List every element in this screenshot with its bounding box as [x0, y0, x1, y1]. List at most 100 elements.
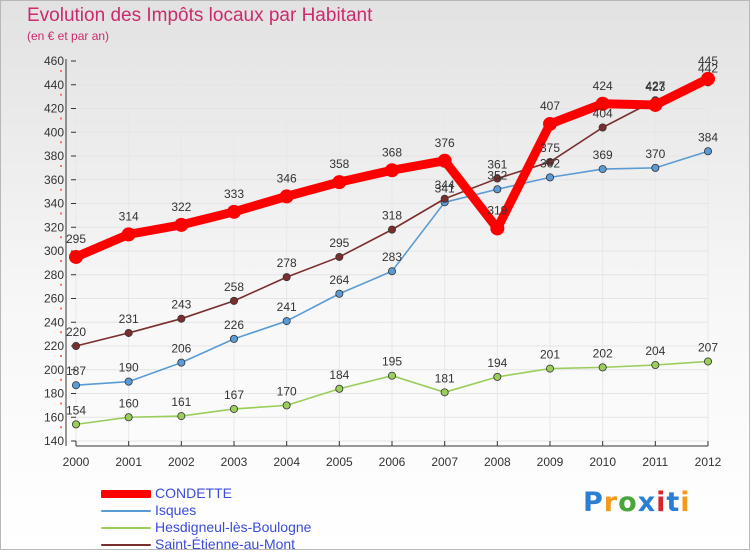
data-label-condette: 346: [277, 171, 297, 185]
data-label-isques: 206: [171, 342, 191, 356]
x-tick-label: 2009: [537, 455, 564, 469]
data-label-isques: 190: [119, 361, 139, 375]
data-label-saint-tienne-au-mont: 318: [382, 209, 402, 223]
data-label-hesdigneul-l-s-boulogne: 204: [645, 344, 665, 358]
data-point-saint-tienne-au-mont: [598, 123, 607, 132]
data-point-saint-tienne-au-mont: [177, 314, 186, 323]
series-lines: [69, 71, 715, 429]
data-point-saint-tienne-au-mont: [440, 194, 449, 203]
data-point-isques: [124, 377, 133, 386]
data-point-isques: [335, 289, 344, 298]
data-label-condette: 376: [435, 136, 455, 150]
data-label-isques: 384: [698, 130, 718, 144]
data-label-saint-tienne-au-mont: 442: [698, 61, 718, 75]
data-point-condette: [69, 249, 83, 264]
data-point-hesdigneul-l-s-boulogne: [598, 363, 607, 372]
data-point-isques: [72, 381, 81, 390]
data-label-hesdigneul-l-s-boulogne: 201: [540, 348, 560, 362]
logo-letter: t: [666, 487, 681, 518]
legend-swatch: [101, 490, 151, 498]
data-label-hesdigneul-l-s-boulogne: 154: [66, 403, 86, 417]
data-point-condette: [437, 153, 452, 168]
data-label-saint-tienne-au-mont: 258: [224, 280, 244, 294]
legend-label: Saint-Étienne-au-Mont: [155, 536, 296, 552]
data-label-condette: 424: [593, 79, 613, 93]
y-tick-label: 300: [44, 244, 64, 258]
data-point-saint-tienne-au-mont: [493, 174, 502, 183]
data-label-condette: 295: [66, 232, 86, 246]
data-label-hesdigneul-l-s-boulogne: 181: [435, 371, 455, 385]
data-label-hesdigneul-l-s-boulogne: 160: [119, 396, 139, 410]
data-point-condette: [490, 221, 505, 236]
legend-item-hesdigneul-l-s-boulogne: Hesdigneul-lès-Boulogne: [101, 519, 311, 536]
data-point-hesdigneul-l-s-boulogne: [335, 384, 344, 393]
data-label-hesdigneul-l-s-boulogne: 170: [277, 384, 297, 398]
data-point-condette: [279, 189, 294, 204]
proxiti-logo: Proxiti: [583, 487, 691, 518]
data-point-condette: [648, 97, 663, 112]
data-point-saint-tienne-au-mont: [546, 157, 555, 166]
data-point-hesdigneul-l-s-boulogne: [651, 360, 660, 369]
logo-letter: x: [637, 487, 657, 518]
y-tick-label: 400: [44, 125, 64, 139]
y-tick-label: 440: [44, 78, 64, 92]
data-label-saint-tienne-au-mont: 404: [593, 107, 613, 121]
data-label-condette: 333: [224, 187, 244, 201]
logo-letter: P: [583, 487, 604, 518]
y-tick-label: 220: [44, 339, 64, 353]
legend: CONDETTE Isques Hesdigneul-lès-Boulogne Sai…: [101, 485, 311, 553]
data-point-isques: [598, 165, 607, 174]
data-point-hesdigneul-l-s-boulogne: [282, 401, 291, 410]
axes: 1401601802002202402602803003203403603804…: [44, 54, 722, 469]
data-label-hesdigneul-l-s-boulogne: 161: [171, 395, 191, 409]
x-tick-label: 2011: [642, 455, 668, 469]
legend-item-saint-tienne-au-mont: Saint-Étienne-au-Mont: [101, 536, 311, 553]
data-point-hesdigneul-l-s-boulogne: [704, 357, 713, 366]
y-tick-label: 420: [44, 102, 64, 116]
data-point-isques: [493, 185, 502, 194]
data-label-isques: 352: [487, 168, 507, 182]
data-label-hesdigneul-l-s-boulogne: 194: [487, 356, 507, 370]
data-label-hesdigneul-l-s-boulogne: 184: [329, 368, 349, 382]
data-point-isques: [282, 317, 291, 326]
x-tick-label: 2005: [326, 455, 353, 469]
data-point-saint-tienne-au-mont: [72, 341, 81, 350]
data-label-condette: 368: [382, 145, 402, 159]
data-point-saint-tienne-au-mont: [124, 328, 133, 337]
data-point-isques: [546, 173, 555, 182]
data-label-isques: 264: [329, 273, 349, 287]
data-label-saint-tienne-au-mont: 295: [329, 236, 349, 250]
data-label-isques: 226: [224, 318, 244, 332]
data-label-isques: 241: [277, 300, 297, 314]
x-tick-label: 2001: [115, 455, 142, 469]
data-point-condette: [121, 227, 136, 242]
data-point-hesdigneul-l-s-boulogne: [72, 420, 81, 429]
data-point-isques: [387, 267, 396, 276]
data-point-condette: [595, 96, 610, 111]
x-tick-label: 2010: [589, 455, 616, 469]
x-tick-label: 2007: [431, 455, 458, 469]
data-point-isques: [704, 147, 713, 156]
legend-swatch: [101, 527, 151, 529]
y-tick-label: 460: [44, 54, 64, 68]
x-tick-label: 2012: [695, 455, 722, 469]
legend-label: Isques: [155, 502, 197, 518]
data-label-isques: 283: [382, 250, 402, 264]
data-point-condette: [174, 217, 189, 232]
data-label-condette: 407: [540, 99, 560, 113]
data-label-condette: 445: [698, 54, 718, 68]
data-point-saint-tienne-au-mont: [282, 273, 291, 282]
data-point-hesdigneul-l-s-boulogne: [493, 372, 502, 381]
data-point-hesdigneul-l-s-boulogne: [546, 364, 555, 373]
data-label-isques: 362: [540, 156, 560, 170]
data-label-condette: 358: [329, 157, 349, 171]
data-point-saint-tienne-au-mont: [229, 296, 238, 305]
data-label-isques: 187: [66, 364, 86, 378]
data-point-hesdigneul-l-s-boulogne: [387, 371, 396, 380]
chart-subtitle: (en € et par an): [27, 29, 110, 43]
data-label-hesdigneul-l-s-boulogne: 195: [382, 355, 402, 369]
legend-item-isques: Isques: [101, 502, 311, 519]
data-label-saint-tienne-au-mont: 243: [171, 298, 191, 312]
